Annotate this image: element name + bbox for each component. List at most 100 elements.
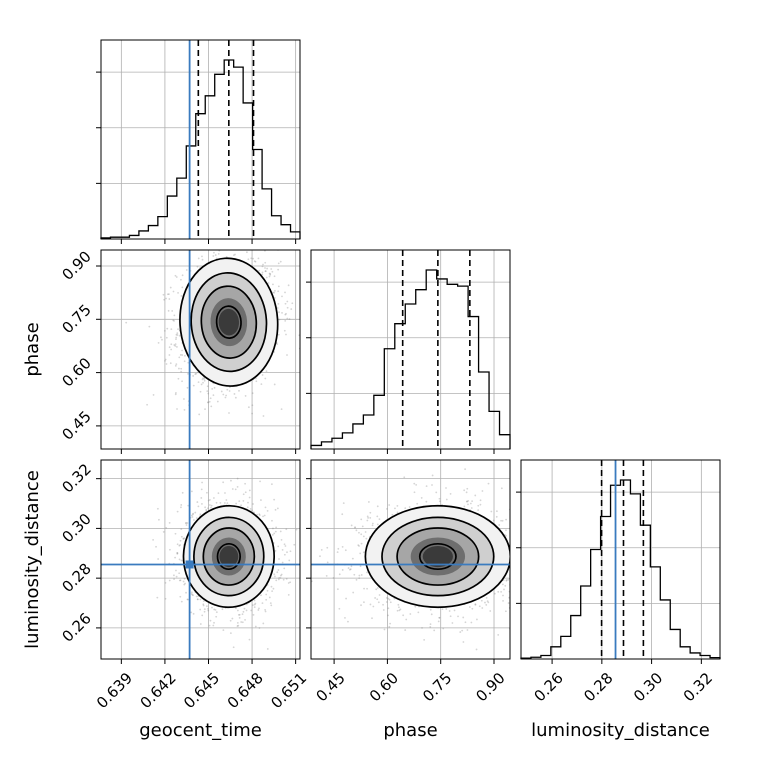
sample-point: [367, 517, 370, 519]
histogram-panel-luminosity_distance: [516, 459, 721, 664]
sample-point: [207, 392, 210, 395]
sample-point: [528, 543, 530, 545]
sample-point: [178, 334, 181, 337]
sample-point: [269, 602, 272, 604]
sample-point: [204, 506, 207, 509]
sample-point: [536, 549, 538, 551]
sample-point: [347, 567, 350, 569]
sample-point: [220, 390, 223, 393]
sample-point: [174, 393, 177, 396]
sample-point: [479, 499, 482, 502]
sample-point: [260, 499, 262, 501]
sample-point: [208, 624, 211, 627]
sample-point: [357, 544, 360, 546]
sample-point: [168, 346, 171, 349]
sample-point: [196, 598, 199, 601]
sample-point: [415, 483, 418, 486]
sample-point: [202, 381, 204, 384]
sample-point: [181, 354, 184, 356]
sample-point: [451, 622, 454, 624]
sample-point: [251, 604, 254, 607]
sample-point: [417, 611, 420, 614]
sample-point: [264, 610, 267, 613]
sample-point: [175, 333, 178, 336]
sample-point: [162, 531, 165, 533]
sample-point: [178, 356, 181, 359]
sample-point: [500, 487, 503, 490]
sample-point: [487, 601, 490, 604]
contour-line-1: [190, 272, 268, 373]
sample-point: [478, 605, 481, 608]
sample-point: [213, 251, 215, 254]
axis-text: 0.639 0.642 0.645 0.648 0.651geocent_time0.4…: [22, 247, 716, 741]
sample-point: [255, 380, 258, 383]
sample-point: [363, 587, 365, 590]
sample-point: [272, 283, 274, 286]
sample-point: [378, 518, 381, 521]
sample-point: [511, 566, 513, 568]
sample-point: [287, 582, 290, 584]
sample-point: [243, 240, 245, 242]
sample-point: [176, 543, 179, 546]
sample-point: [420, 497, 423, 499]
sample-point: [256, 232, 258, 234]
sample-point: [408, 506, 411, 508]
sample-point: [250, 243, 252, 245]
sample-point: [217, 492, 220, 495]
sample-point: [438, 616, 441, 619]
sample-point: [475, 648, 478, 651]
sample-point: [247, 501, 249, 504]
sample-point: [200, 488, 203, 491]
sample-point: [264, 261, 267, 264]
sample-point: [275, 526, 278, 529]
sample-point: [398, 606, 400, 609]
sample-point: [501, 583, 504, 586]
sample-point: [289, 550, 292, 553]
sample-point: [341, 513, 344, 516]
sample-point: [176, 552, 179, 555]
sample-point: [366, 571, 368, 574]
sample-point: [518, 516, 520, 518]
sample-point: [155, 545, 157, 548]
sample-point: [284, 545, 287, 547]
sample-point: [471, 607, 474, 610]
sample-point: [219, 501, 222, 504]
sample-point: [176, 510, 179, 513]
sample-point: [152, 394, 155, 396]
sample-point: [382, 603, 384, 606]
sample-point: [264, 506, 267, 509]
sample-point: [181, 286, 184, 289]
sample-point: [421, 627, 423, 629]
sample-point: [266, 589, 269, 592]
sample-point: [268, 272, 271, 275]
x-tick-label: 0.30: [630, 669, 666, 705]
sample-point: [301, 595, 303, 597]
sample-point: [182, 538, 185, 540]
sample-point: [242, 493, 245, 496]
sample-point: [523, 533, 525, 535]
sample-point: [264, 270, 267, 273]
sample-point: [266, 233, 268, 235]
sample-point: [173, 314, 176, 317]
sample-point: [278, 311, 280, 314]
sample-point: [247, 258, 250, 261]
sample-point: [409, 613, 412, 615]
sample-point: [280, 573, 283, 576]
sample-point: [184, 582, 186, 585]
sample-point: [235, 502, 238, 505]
sample-point: [388, 504, 391, 506]
sample-point: [185, 591, 187, 594]
sample-point: [461, 629, 464, 632]
sample-point: [236, 625, 239, 627]
sample-point: [163, 298, 165, 301]
sample-point: [244, 491, 247, 494]
sample-point: [190, 592, 193, 595]
sample-point: [389, 622, 392, 625]
sample-point: [199, 390, 202, 393]
sample-point: [510, 565, 512, 567]
sample-point: [201, 503, 203, 505]
sample-point: [285, 528, 288, 531]
sample-point: [258, 269, 261, 272]
sample-point: [232, 254, 235, 257]
sample-point: [181, 380, 183, 383]
